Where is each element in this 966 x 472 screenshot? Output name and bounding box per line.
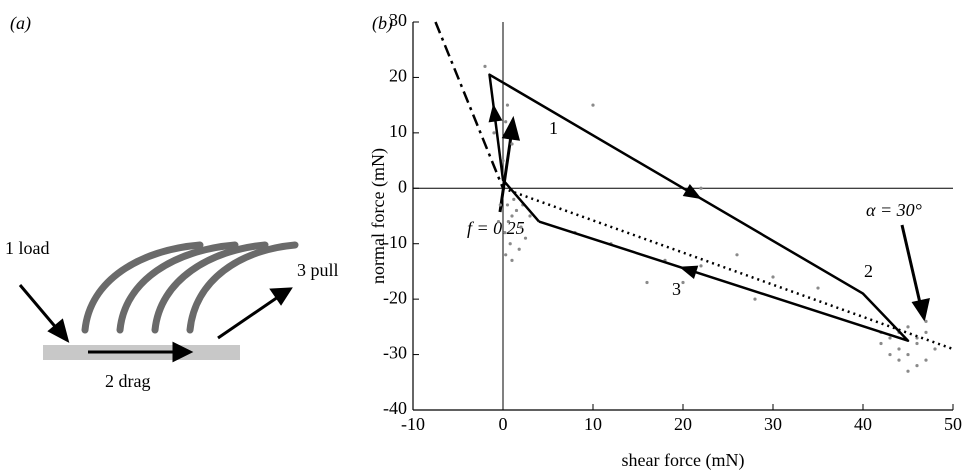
y-axis-title: normal force (mN) — [368, 148, 389, 284]
data-point — [503, 231, 507, 235]
x-tick-label: 0 — [499, 414, 508, 434]
data-point — [512, 197, 516, 201]
step-label: 3 pull — [297, 260, 339, 280]
direction-arrow — [682, 183, 702, 200]
data-point — [933, 347, 937, 351]
data-point — [897, 347, 901, 351]
data-point — [888, 352, 892, 357]
data-point — [888, 336, 892, 340]
data-point — [591, 103, 595, 107]
series-line — [488, 73, 910, 342]
data-point — [645, 280, 649, 285]
data-point — [879, 341, 883, 346]
x-tick-label: 30 — [764, 414, 782, 434]
series-line — [502, 187, 954, 351]
data-point — [897, 358, 901, 362]
data-point — [528, 214, 532, 218]
panel-label: (a) — [10, 13, 31, 34]
step-arrows — [18, 284, 293, 363]
y-tick-label: -30 — [383, 343, 407, 363]
data-point — [519, 225, 523, 229]
data-point — [514, 208, 519, 213]
data-point — [510, 142, 514, 146]
x-tick-label: 20 — [674, 414, 692, 434]
data-point — [699, 186, 703, 190]
data-point — [517, 247, 521, 251]
annotation: 2 — [864, 261, 873, 281]
data-point — [483, 64, 487, 68]
data-point — [496, 219, 501, 224]
annotation: α = 30° — [866, 200, 922, 220]
x-tick-label: 10 — [584, 414, 602, 434]
panel-label: (b) — [372, 13, 393, 34]
step-label: 1 load — [5, 238, 50, 258]
step-label: 2 drag — [105, 371, 150, 391]
annotation: 1 — [549, 118, 558, 138]
direction-arrow — [488, 103, 503, 123]
y-tick-label: 10 — [389, 121, 407, 141]
data-point — [906, 325, 910, 329]
data-point — [498, 203, 502, 207]
annotation: 3 — [672, 279, 681, 299]
y-tick-label: -10 — [383, 232, 407, 252]
hooks — [81, 241, 299, 334]
data-point — [505, 203, 510, 207]
data-point — [699, 264, 703, 268]
data-point — [906, 369, 910, 373]
series-line — [434, 21, 505, 189]
data-point — [510, 214, 514, 218]
data-point — [915, 364, 919, 368]
y-tick-label: 0 — [398, 176, 407, 196]
data-point — [735, 253, 739, 257]
x-tick-label: 50 — [944, 414, 962, 434]
annotation-arrows — [498, 115, 930, 322]
y-tick-label: -20 — [383, 287, 407, 307]
data-point — [924, 330, 928, 334]
y-tick-label: 30 — [389, 10, 407, 30]
data-point — [505, 103, 510, 107]
x-axis-title: shear force (mN) — [622, 450, 745, 471]
data-point — [506, 219, 510, 224]
data-point — [492, 131, 496, 135]
data-point — [906, 352, 910, 357]
annotation: f = 0.25 — [467, 218, 525, 238]
x-tick-label: -10 — [401, 414, 425, 434]
data-point — [816, 286, 820, 290]
y-tick-label: 20 — [389, 66, 407, 86]
data-point — [504, 253, 508, 257]
data-point — [771, 275, 775, 279]
data-point — [501, 158, 505, 163]
data-point — [504, 120, 508, 124]
data-point — [681, 280, 685, 285]
y-tick-label: -40 — [383, 398, 407, 418]
data-point — [508, 242, 512, 246]
data-point — [510, 258, 514, 262]
data-point — [924, 319, 928, 323]
data-point — [523, 236, 528, 240]
data-point — [915, 341, 919, 346]
direction-arrow — [678, 265, 699, 279]
data-point — [753, 297, 757, 301]
data-point — [924, 358, 928, 362]
x-tick-label: 40 — [854, 414, 872, 434]
